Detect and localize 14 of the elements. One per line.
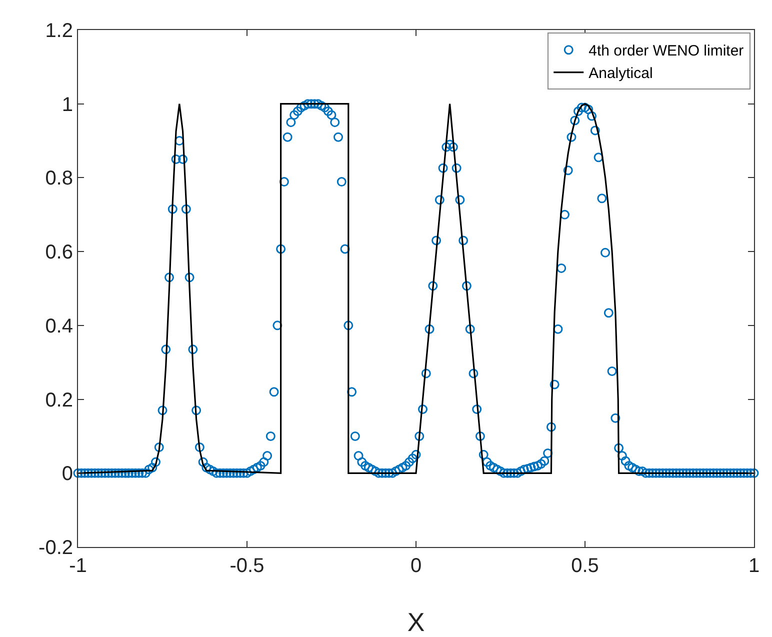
x-tick-label: 0.5 [571, 555, 599, 577]
x-tick-label: 0 [410, 555, 422, 577]
y-tick-label: 1.2 [45, 20, 73, 42]
y-tick-label: 0 [62, 463, 73, 486]
y-tick-label: 0.2 [45, 389, 73, 412]
y-tick-label: 0.6 [45, 242, 73, 264]
y-tick-label: 0.8 [45, 168, 73, 190]
y-tick-label: 0.4 [45, 315, 73, 338]
x-axis-title: X [407, 607, 425, 637]
x-tick-label: 1 [748, 555, 760, 577]
legend-label: Analytical [588, 65, 653, 82]
x-tick-label: -0.5 [230, 555, 264, 577]
legend-label: 4th order WENO limiter [588, 42, 744, 60]
y-tick-label: 1 [62, 94, 73, 116]
